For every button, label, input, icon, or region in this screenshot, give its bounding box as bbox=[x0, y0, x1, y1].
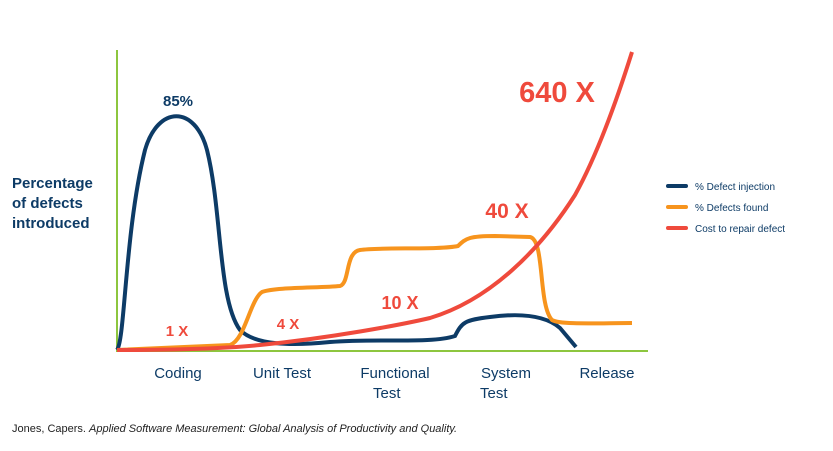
stage-label: Functional bbox=[360, 365, 429, 382]
citation-author: Jones, Capers. bbox=[12, 423, 86, 435]
defect-injection-curve bbox=[115, 114, 578, 352]
stage-label: System bbox=[481, 365, 531, 382]
defects-found-curve bbox=[116, 233, 633, 352]
cost-label: 10 X bbox=[381, 293, 418, 313]
cost-label: 4 X bbox=[277, 316, 300, 333]
stage-label: Test bbox=[373, 385, 401, 402]
stage-label: Unit Test bbox=[253, 365, 312, 382]
peak-label: 85% bbox=[163, 93, 193, 110]
legend-label: Cost to repair defect bbox=[695, 224, 785, 235]
y-axis-label: Percentage bbox=[12, 175, 93, 192]
legend-label: % Defects found bbox=[695, 203, 768, 214]
stage-label: Coding bbox=[154, 365, 202, 382]
cost-label: 40 X bbox=[485, 200, 528, 223]
y-axis-label: introduced bbox=[12, 215, 90, 232]
y-axis-label: of defects bbox=[12, 195, 83, 212]
stage-label: Test bbox=[480, 385, 508, 402]
citation-title: Applied Software Measurement: Global Ana… bbox=[88, 423, 457, 435]
citation: Jones, Capers. Applied Software Measurem… bbox=[12, 423, 457, 435]
stage-label: Release bbox=[579, 365, 634, 382]
repair-cost-curve bbox=[116, 51, 634, 352]
cost-label: 1 X bbox=[166, 323, 189, 340]
cost-label: 640 X bbox=[519, 77, 595, 109]
legend-label: % Defect injection bbox=[695, 182, 775, 193]
